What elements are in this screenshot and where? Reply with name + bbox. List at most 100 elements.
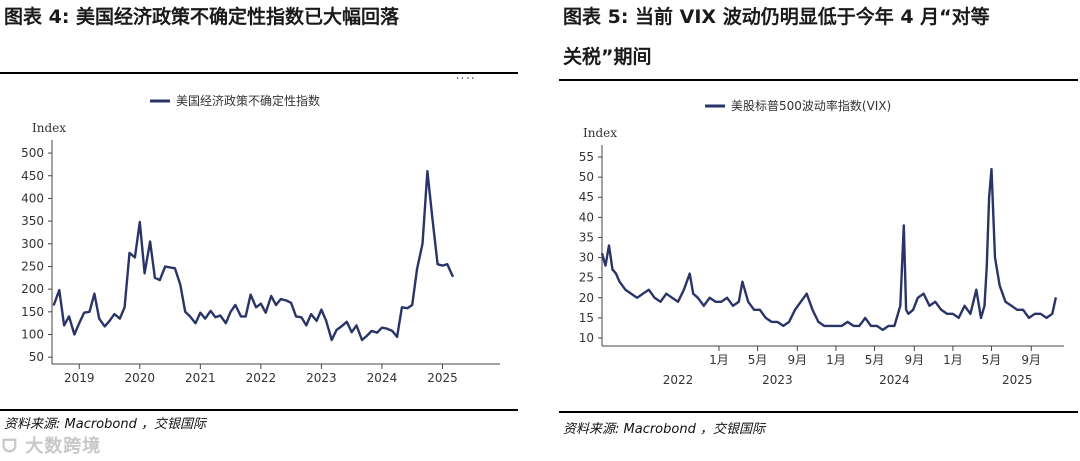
data-point xyxy=(708,296,711,299)
data-point xyxy=(811,309,814,311)
data-point xyxy=(986,264,988,267)
x-tick-label: 9月 xyxy=(788,353,808,367)
left-chart: 美国经济政策不确定性指数 Index 50 100 150 200 250 300 350 400… xyxy=(21,77,500,385)
x-tick-label: 5月 xyxy=(982,353,1002,367)
data-point xyxy=(988,196,990,199)
y-tick-label: 500 xyxy=(21,146,44,160)
data-point xyxy=(647,288,650,291)
y-axis-label: Index xyxy=(32,121,66,135)
x-tick-label: 5月 xyxy=(865,353,885,367)
data-point xyxy=(934,300,937,303)
x-year-label: 2022 xyxy=(663,373,694,387)
data-point xyxy=(134,256,136,259)
data-point xyxy=(630,292,633,295)
y-tick-label: 55 xyxy=(579,150,594,164)
data-point xyxy=(113,313,116,315)
left-bottom-rule xyxy=(0,409,518,411)
data-point xyxy=(840,325,843,327)
data-point xyxy=(290,301,292,304)
data-point xyxy=(1055,296,1057,299)
data-point xyxy=(692,292,695,295)
data-point xyxy=(688,272,691,275)
y-tick-label: 200 xyxy=(21,282,44,296)
data-point xyxy=(817,321,820,323)
x-tick-label: 2019 xyxy=(64,371,95,385)
data-point xyxy=(788,321,790,323)
data-point xyxy=(899,304,902,307)
data-point xyxy=(1004,300,1007,303)
data-point xyxy=(366,335,368,337)
data-point xyxy=(794,309,796,311)
data-point xyxy=(615,272,617,275)
y-axis-label: Index xyxy=(583,126,617,140)
data-point xyxy=(714,300,717,303)
data-point xyxy=(456,77,459,79)
data-point xyxy=(451,275,454,278)
legend-label: 美股标普500波动率指数(VIX) xyxy=(731,98,891,113)
data-point xyxy=(446,263,449,266)
data-point xyxy=(411,304,414,306)
right-bottom-rule xyxy=(559,411,1078,413)
left-chart-title: 图表 4: 美国经济政策不确定性指数已大幅回落 xyxy=(4,6,400,28)
data-point xyxy=(325,320,328,322)
data-point xyxy=(741,280,744,283)
data-point xyxy=(98,317,101,320)
data-point xyxy=(295,315,297,318)
watermark: ᗜ 大数跨境 xyxy=(2,432,101,458)
data-point xyxy=(1028,317,1030,319)
data-point xyxy=(624,288,627,291)
legend-label: 美国经济政策不确定性指数 xyxy=(176,93,320,108)
data-point xyxy=(471,77,474,79)
data-point xyxy=(983,304,986,307)
y-tick-label: 30 xyxy=(579,251,594,265)
x-tick-label: 9月 xyxy=(1021,353,1041,367)
data-point xyxy=(467,77,469,79)
watermark-logo-icon: ᗜ xyxy=(2,436,26,457)
data-point xyxy=(58,289,61,291)
data-point xyxy=(219,314,222,317)
data-point xyxy=(671,296,673,299)
data-point xyxy=(975,288,978,291)
data-point xyxy=(103,325,106,328)
data-point xyxy=(138,221,141,223)
data-point xyxy=(330,339,333,341)
right-title-rule xyxy=(559,79,1078,81)
data-point xyxy=(346,321,348,323)
data-point xyxy=(240,315,242,318)
data-point xyxy=(128,252,131,254)
data-point xyxy=(416,267,418,270)
data-point xyxy=(864,317,866,319)
data-point xyxy=(922,292,925,295)
y-tick-label: 100 xyxy=(21,328,44,342)
data-point xyxy=(782,325,785,327)
data-point xyxy=(608,244,610,247)
data-point xyxy=(893,325,896,327)
data-point xyxy=(846,321,849,323)
data-point xyxy=(952,313,954,315)
x-tick-label: 2021 xyxy=(185,371,216,385)
data-point xyxy=(234,304,237,306)
data-point xyxy=(108,320,111,322)
data-point xyxy=(1010,304,1013,307)
watermark-text: 大数跨境 xyxy=(25,436,102,457)
x-tick-label: 2025 xyxy=(427,371,458,385)
data-point xyxy=(852,325,855,327)
y-tick-label: 40 xyxy=(579,210,594,224)
x-tick-label: 1月 xyxy=(943,353,963,367)
data-point xyxy=(154,277,156,279)
y-tick-label: 400 xyxy=(21,191,44,205)
y-tick-label: 350 xyxy=(21,214,44,228)
y-tick-label: 150 xyxy=(21,305,44,319)
data-point xyxy=(78,322,81,324)
data-point xyxy=(68,315,70,318)
data-point xyxy=(980,317,982,319)
data-point xyxy=(969,313,972,315)
data-point xyxy=(391,330,394,332)
right-source: 资料来源: Macrobond ，交银国际 xyxy=(563,422,765,437)
data-point xyxy=(946,313,948,315)
data-point xyxy=(1039,313,1042,315)
data-point xyxy=(406,307,409,310)
data-point xyxy=(194,322,197,324)
data-point xyxy=(123,306,126,309)
data-series-line xyxy=(600,167,1057,332)
